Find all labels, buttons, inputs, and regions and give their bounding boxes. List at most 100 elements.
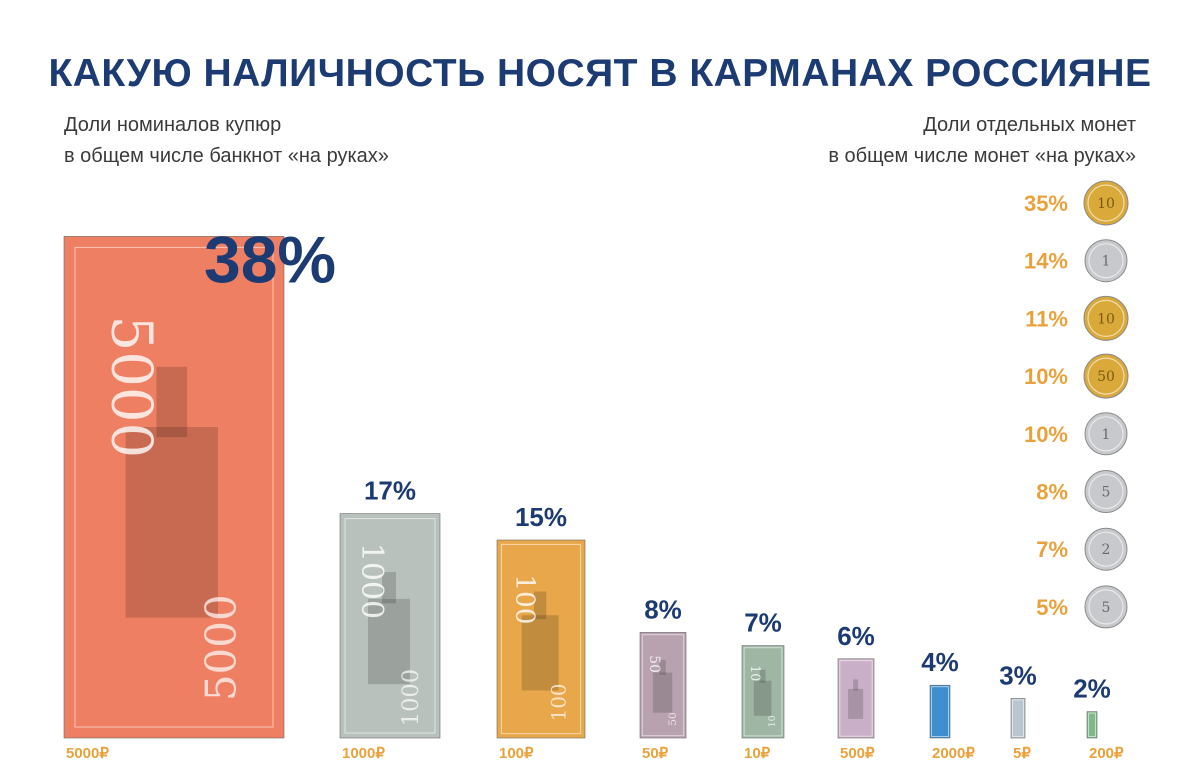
banknote-bar: 1000 1000 [339,513,441,739]
banknote-tower-icon [659,659,666,675]
coin-icon [1084,470,1128,513]
coin-rim [1087,184,1125,222]
banknote-frame [1088,712,1096,737]
coin-denomination: 50 [1097,369,1115,385]
banknotes-subtitle: Доли номиналов купюр в общем числе банкн… [64,110,389,172]
coin-icon [1083,180,1129,226]
coin-row: 8% 5 [1036,470,1128,513]
coin-denomination: 5 [1102,485,1111,501]
bar-value-label: 17% [364,476,416,506]
banknote-frame [839,660,873,737]
coin-icon [1084,585,1128,629]
bar-category-label: 2000₽ [932,745,975,762]
coin-rim [1087,357,1125,395]
coin-icon [1083,353,1129,399]
banknote-tower-icon [853,679,859,691]
bar-value-label: 7% [744,608,782,638]
banknote-bar-body [639,632,687,739]
bar-value-label: 2% [1073,674,1111,704]
coin-share-label: 5% [1036,595,1068,620]
coins-subtitle: Доли отдельных монет в общем числе монет… [828,110,1136,172]
banknote-denomination: 1000 [398,669,424,726]
coin-icon [1084,239,1128,283]
banknote-frame [500,543,582,735]
banknotes-subtitle-line1: Доли номиналов купюр [64,114,282,136]
coin-rim [1088,416,1124,452]
coin-row: 11% 10 [1025,295,1129,341]
bar-value-label: 4% [921,647,959,677]
banknote-frame [931,686,949,738]
banknote-bar-body [339,513,441,739]
coin-row: 35% 10 [1024,180,1129,226]
banknote-denomination: 5000 [197,594,246,701]
banknote-denomination: 10 [748,665,763,681]
banknote-bar: 100 100 [496,539,586,739]
coins-subtitle-line2: в общем числе монет «на руках» [828,145,1136,167]
coins-subtitle-line1: Доли отдельных монет [923,114,1136,136]
bar-category-label: 500₽ [840,745,875,762]
banknote-denomination: 50 [646,655,662,673]
banknote-frame [641,634,685,737]
banknote-bar-body [496,539,586,739]
banknote-building-icon [753,680,772,716]
bar-value-label: 15% [515,502,567,532]
coin-share-label: 7% [1036,537,1068,562]
banknote-bar: 10 10 [741,645,785,739]
banknote-denomination: 50 [667,712,679,725]
coin-row: 5% 5 [1036,585,1128,629]
coin-share-label: 11% [1025,306,1068,331]
banknote-frame [74,246,274,728]
bar-category-label: 100₽ [499,745,534,762]
banknote-bar-body [1010,698,1026,739]
coin-rim [1088,531,1124,567]
banknote-frame [1012,699,1024,738]
coin-rim [1088,473,1124,510]
coin-icon [1083,295,1129,341]
banknote-denomination: 1000 [354,543,389,619]
banknote-building-icon [125,427,218,618]
banknote-denomination: 5000 [98,316,163,459]
banknote-tower-icon [533,591,547,620]
banknote-tower-icon [156,366,188,438]
banknote-bar-body [837,658,875,739]
bar-category-label: 50₽ [642,745,669,762]
coin-rim [1087,299,1125,337]
banknote-bar-body [63,236,285,739]
bar-value-label: 6% [837,621,875,651]
banknote-building-icon [848,688,864,719]
bar-value-label: 38% [204,222,336,296]
coin-row: 7% 2 [1036,527,1128,571]
banknote-bar: 5000 5000 [63,236,285,739]
coin-icon [1084,412,1128,456]
coin-denomination: 1 [1102,427,1111,443]
bar-value-label: 8% [644,594,682,624]
banknote-building-icon [368,598,410,685]
banknote-bar [1010,698,1026,739]
banknote-frame [743,647,783,737]
bar-category-label: 1000₽ [342,745,385,762]
coin-denomination: 10 [1097,311,1115,327]
banknote-bar [929,684,951,739]
banknote-denomination: 10 [767,715,778,727]
banknote-tower-icon [382,571,396,604]
coin-denomination: 2 [1102,542,1111,558]
coin-icon [1084,527,1128,571]
coin-denomination: 10 [1097,196,1115,212]
coin-row: 14% 1 [1024,239,1128,283]
coin-rim [1088,589,1124,625]
coin-rim [1088,243,1124,279]
coin-share-label: 14% [1024,249,1068,274]
banknote-bar-body [741,645,785,739]
bar-value-label: 3% [999,660,1037,690]
bar-category-label: 10₽ [744,745,771,762]
bar-category-label: 5000₽ [66,745,109,762]
banknote-denomination: 100 [509,574,540,624]
coin-share-label: 35% [1024,191,1068,216]
banknotes-subtitle-line2: в общем числе банкнот «на руках» [64,145,389,167]
banknote-denomination: 100 [548,683,571,721]
page-title: КАКУЮ НАЛИЧНОСТЬ НОСЯТ В КАРМАНАХ РОССИЯ… [48,52,1152,95]
coin-denomination: 1 [1102,254,1111,270]
banknote-bar-body [1086,711,1098,739]
coin-share-label: 10% [1024,364,1068,389]
banknote-bar [837,658,875,739]
